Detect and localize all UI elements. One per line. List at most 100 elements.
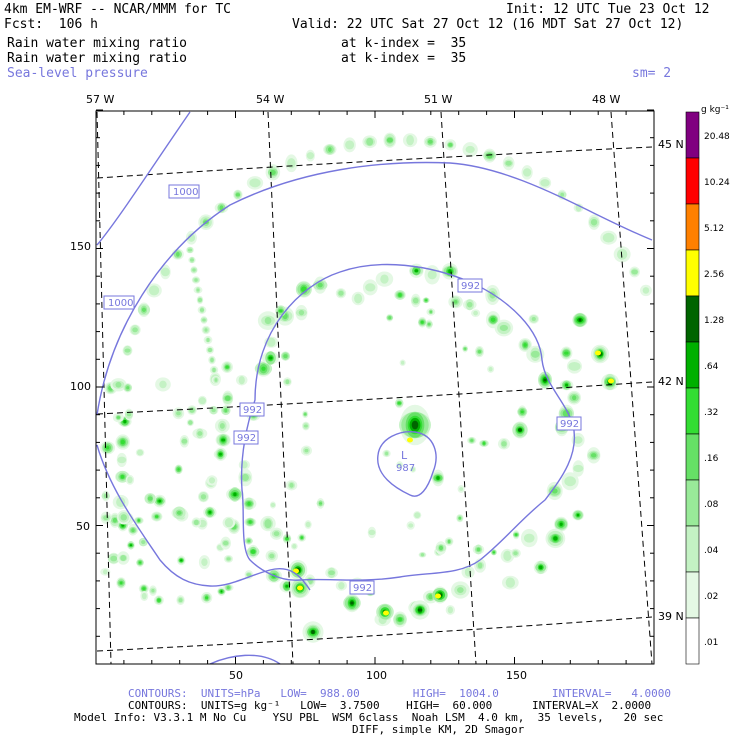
rain-cell bbox=[221, 438, 226, 442]
rain-cell bbox=[201, 558, 208, 566]
rain-cell bbox=[453, 299, 458, 304]
rain-cell bbox=[303, 413, 307, 416]
valid-time: Valid: 22 UTC Sat 27 Oct 12 (16 MDT Sat … bbox=[292, 17, 684, 32]
rain-cell bbox=[354, 293, 363, 304]
rain-cell bbox=[126, 386, 130, 390]
rain-cell bbox=[204, 328, 208, 332]
rain-cell bbox=[211, 408, 216, 413]
rain-cell bbox=[406, 135, 414, 146]
rain-cell bbox=[642, 287, 650, 294]
rain-cell bbox=[226, 585, 230, 590]
contour-label-992a: 992 bbox=[461, 281, 480, 292]
map-plot-area: 1000 1000 992 992 992 992 992 L 987 bbox=[96, 111, 653, 664]
rain-cell bbox=[459, 487, 464, 491]
contour-label-992c: 992 bbox=[237, 433, 256, 444]
contour-1000-main bbox=[96, 161, 653, 416]
parallel-45n bbox=[96, 146, 653, 179]
rain-cell bbox=[192, 268, 196, 272]
rain-cell bbox=[285, 537, 289, 541]
lat-label-39n: 39 N bbox=[658, 610, 684, 623]
rain-cell bbox=[287, 158, 296, 169]
rain-cell bbox=[573, 464, 584, 473]
rain-cell bbox=[345, 140, 355, 150]
rain-cell bbox=[311, 629, 315, 635]
rain-cell bbox=[120, 474, 125, 479]
contour-labels: 1000 1000 992 992 992 992 992 L 987 bbox=[103, 184, 582, 595]
rain-cell bbox=[123, 419, 127, 424]
rain-cell bbox=[270, 502, 276, 508]
rain-cell bbox=[425, 299, 428, 302]
rain-cell bbox=[219, 452, 222, 456]
rain-cell bbox=[568, 361, 581, 371]
rain-cell bbox=[269, 553, 275, 559]
rain-cell bbox=[264, 519, 272, 529]
rain-cell bbox=[539, 565, 543, 570]
field2-level: at k-index = 35 bbox=[341, 51, 467, 66]
rain-cell bbox=[117, 456, 127, 464]
colorbar-label: 20.48 bbox=[704, 132, 730, 142]
rain-cell bbox=[187, 248, 193, 252]
rain-cell bbox=[292, 544, 297, 549]
rain-cell bbox=[226, 557, 231, 561]
rain-cell bbox=[148, 285, 160, 296]
rain-cell bbox=[127, 476, 133, 484]
rain-cell bbox=[380, 274, 389, 284]
rain-cell bbox=[132, 327, 138, 333]
rain-cell bbox=[283, 354, 288, 359]
rain-cell bbox=[414, 512, 421, 519]
colorbar-swatch bbox=[685, 571, 700, 619]
rain-cell bbox=[560, 192, 565, 197]
rain-cell bbox=[448, 142, 453, 147]
rain-cell bbox=[224, 395, 231, 401]
y-tick-50: 50 bbox=[76, 520, 90, 533]
rain-cell bbox=[250, 549, 256, 554]
rain-cell-max bbox=[297, 585, 303, 591]
rain-cell bbox=[219, 205, 224, 211]
rain-cell bbox=[473, 310, 478, 316]
rain-cell bbox=[412, 297, 419, 304]
rain-cell bbox=[115, 381, 122, 388]
rain-cell bbox=[565, 383, 569, 387]
rain-cell bbox=[142, 587, 146, 590]
meridian-54w bbox=[267, 111, 294, 664]
rain-cell bbox=[572, 395, 577, 401]
rain-cell bbox=[368, 529, 376, 536]
colorbar-swatch bbox=[685, 387, 700, 435]
overlay-smoothing: sm= 2 bbox=[632, 66, 672, 81]
low-center-value: 987 bbox=[396, 463, 415, 474]
rain-cell bbox=[180, 559, 183, 562]
rain-cell bbox=[190, 258, 194, 262]
rain-cell bbox=[264, 316, 272, 325]
colorbar-units: g kg⁻¹ bbox=[701, 105, 729, 115]
rain-cell bbox=[202, 318, 206, 322]
rain-cell bbox=[411, 420, 419, 430]
rain-cell bbox=[269, 169, 276, 175]
rain-cell bbox=[120, 555, 127, 561]
contour-1004-south bbox=[209, 654, 281, 664]
colorbar-swatch bbox=[685, 203, 700, 251]
rain-cell bbox=[247, 539, 251, 543]
rain-cell bbox=[147, 496, 153, 501]
rain-cell bbox=[105, 446, 110, 450]
rain-cell bbox=[466, 301, 473, 308]
rain-cell bbox=[197, 297, 203, 303]
rain-cell bbox=[136, 449, 144, 456]
rain-cell bbox=[590, 218, 598, 226]
rain-cell bbox=[505, 160, 512, 166]
rain-cell bbox=[408, 523, 414, 528]
contour-992-west bbox=[96, 444, 311, 591]
rain-cell bbox=[470, 439, 474, 442]
rain-cell bbox=[126, 412, 132, 417]
rain-cell bbox=[222, 540, 229, 546]
rain-cell bbox=[212, 367, 216, 373]
rain-cell bbox=[233, 492, 237, 497]
rain-cell bbox=[458, 516, 462, 520]
colorbar-swatch bbox=[685, 157, 700, 205]
rain-cell bbox=[121, 523, 125, 527]
rain-cell bbox=[241, 473, 249, 482]
lon-label-48w: 48 W bbox=[592, 93, 621, 106]
rain-cell bbox=[196, 288, 200, 292]
rain-cell bbox=[119, 581, 123, 585]
rain-cell bbox=[137, 519, 140, 522]
rain-cell bbox=[400, 360, 405, 365]
